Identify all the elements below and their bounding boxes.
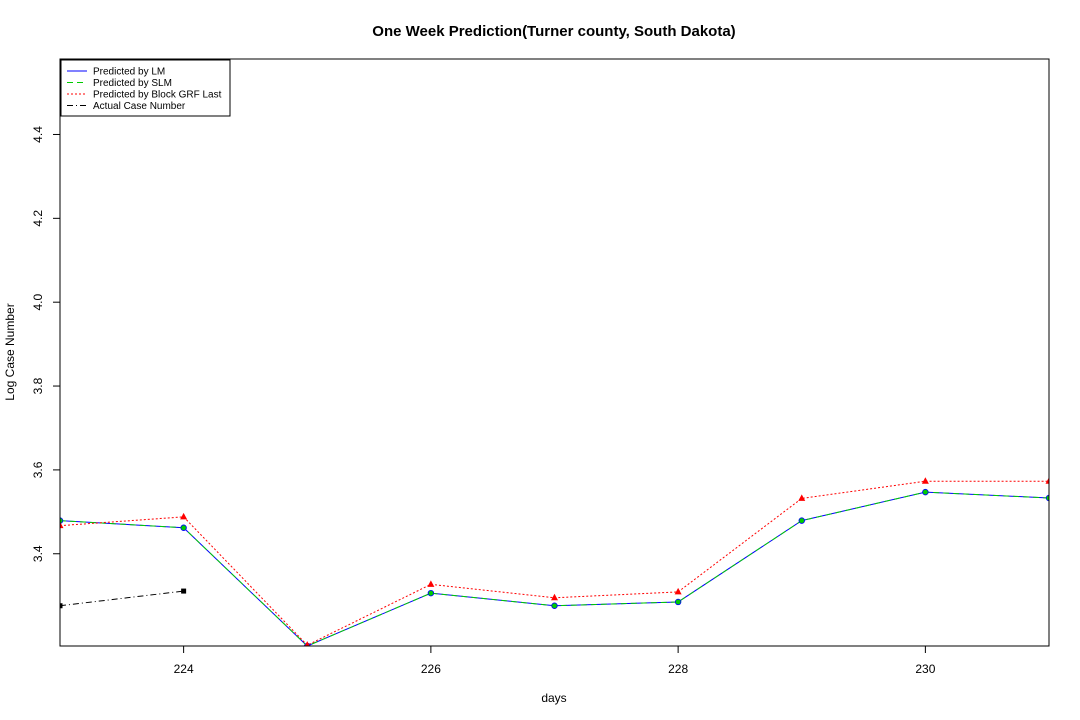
x-tick-label: 226 [421, 662, 441, 676]
data-point-1 [922, 488, 929, 496]
series-line-3 [60, 590, 184, 607]
data-point-2 [798, 494, 806, 501]
data-point-2 [60, 521, 64, 529]
data-point-2 [674, 587, 682, 595]
data-point-1 [180, 524, 187, 531]
legend-entry-label: Predicted by Block GRF Last [93, 90, 222, 101]
data-point-2 [304, 641, 310, 646]
legend-entry-label: Predicted by LM [93, 67, 165, 78]
y-tick-label: 4.0 [31, 294, 45, 311]
legend-entry-label: Predicted by SLM [93, 78, 172, 89]
x-tick-label: 230 [915, 662, 935, 676]
x-tick-label: 228 [668, 662, 688, 676]
data-point-2 [551, 593, 558, 601]
legend-box [60, 59, 231, 117]
data-point-3 [181, 588, 187, 594]
data-point-2 [921, 477, 929, 484]
plot-area [60, 477, 1049, 646]
axes: 224 226 228 230 3.4 3.6 3.8 4.0 4.2 4.4 [31, 126, 936, 676]
data-point-1 [798, 517, 805, 524]
x-tick-label: 224 [174, 662, 194, 676]
data-point-2 [427, 580, 435, 587]
data-point-3 [60, 603, 63, 609]
y-tick-label: 3.4 [31, 545, 45, 562]
data-point-1 [427, 589, 435, 597]
chart-title: One Week Prediction(Turner county, South… [372, 23, 735, 40]
data-point-1 [551, 602, 558, 609]
y-axis-label: Log Case Number [3, 303, 17, 400]
y-tick-label: 4.4 [31, 126, 45, 143]
x-axis-label: days [541, 691, 566, 705]
data-point-2 [1045, 477, 1049, 484]
data-point-1 [674, 598, 682, 606]
plot-frame [59, 58, 1050, 647]
y-tick-label: 4.2 [31, 210, 45, 227]
series-line-1 [60, 491, 1049, 646]
data-point-2 [180, 512, 188, 520]
y-tick-label: 3.6 [31, 461, 45, 478]
series-line-0 [60, 491, 1049, 646]
y-tick-label: 3.8 [31, 377, 45, 394]
series-line-2 [60, 480, 1049, 646]
legend-entry-label: Actual Case Number [93, 101, 186, 112]
